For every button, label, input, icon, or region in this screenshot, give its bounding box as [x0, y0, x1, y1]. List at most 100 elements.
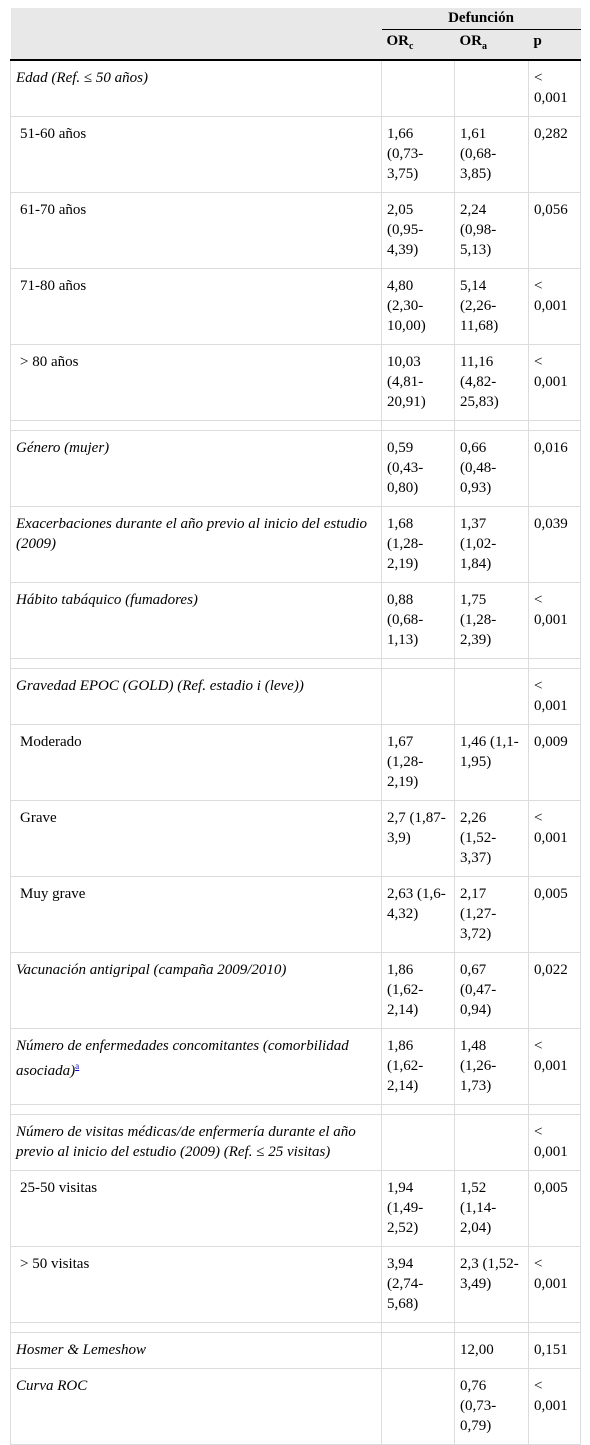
cell-orc: 3,94 (2,74-5,68) [381, 1246, 455, 1323]
header-orc: ORc [381, 29, 455, 61]
spacer-row [10, 420, 581, 431]
cell-p: 0,005 [528, 1170, 581, 1247]
cell-orc: 10,03 (4,81-20,91) [381, 344, 455, 421]
row-label: Hosmer & Lemeshow [10, 1332, 382, 1369]
cell-p: < 0,001 [528, 1368, 581, 1445]
cell-ora: 1,75 (1,28-2,39) [454, 582, 529, 659]
cell-ora: 1,52 (1,14-2,04) [454, 1170, 529, 1247]
cell-ora: 1,48 (1,26-1,73) [454, 1028, 529, 1105]
row-label: 71-80 años [10, 268, 382, 345]
header-orc-sub: c [409, 41, 414, 52]
cell-orc [381, 1368, 455, 1445]
cell-p: < 0,001 [528, 59, 581, 117]
spacer-row [10, 658, 581, 669]
row-label: Número de visitas médicas/de enfermería … [10, 1114, 382, 1171]
row-label: Muy grave [10, 876, 382, 953]
table-row: Grave 2,7 (1,87-3,9) 2,26 (1,52-3,37) < … [10, 800, 581, 877]
header-row-group: Defunción [10, 8, 581, 30]
table-row: Muy grave 2,63 (1,6-4,32) 2,17 (1,27-3,7… [10, 876, 581, 953]
header-ora-sub: a [482, 41, 487, 52]
cell-ora [454, 59, 529, 117]
cell-orc [381, 668, 455, 725]
footnote-link[interactable]: a [75, 1061, 80, 1071]
cell-p: 0,151 [528, 1332, 581, 1369]
cell-p: 0,056 [528, 192, 581, 269]
header-empty-cell [10, 8, 382, 30]
cell-p: 0,005 [528, 876, 581, 953]
header-ora-main: OR [459, 33, 483, 49]
cell-p: < 0,001 [528, 582, 581, 659]
row-label: > 50 visitas [10, 1246, 382, 1323]
cell-p: 0,039 [528, 506, 581, 583]
cell-p: 0,009 [528, 724, 581, 801]
cell-orc: 1,68 (1,28-2,19) [381, 506, 455, 583]
cell-orc: 1,94 (1,49-2,52) [381, 1170, 455, 1247]
table-row: Exacerbaciones durante el año previo al … [10, 506, 581, 583]
cell-orc: 2,7 (1,87-3,9) [381, 800, 455, 877]
table-row: 71-80 años 4,80 (2,30-10,00) 5,14 (2,26-… [10, 268, 581, 345]
cell-orc: 0,88 (0,68-1,13) [381, 582, 455, 659]
row-label: Grave [10, 800, 382, 877]
row-label: Exacerbaciones durante el año previo al … [10, 506, 382, 583]
cell-p: < 0,001 [528, 1114, 581, 1171]
cell-p: < 0,001 [528, 344, 581, 421]
table-row: Gravedad EPOC (GOLD) (Ref. estadio i (le… [10, 668, 581, 725]
table-row: 51-60 años 1,66 (0,73-3,75) 1,61 (0,68-3… [10, 116, 581, 193]
cell-orc [381, 1332, 455, 1369]
table-row: > 50 visitas 3,94 (2,74-5,68) 2,3 (1,52-… [10, 1246, 581, 1323]
table-row: Moderado 1,67 (1,28-2,19) 1,46 (1,1-1,95… [10, 724, 581, 801]
cell-ora: 5,14 (2,26-11,68) [454, 268, 529, 345]
cell-p: < 0,001 [528, 668, 581, 725]
cell-ora [454, 1114, 529, 1171]
row-label: 51-60 años [10, 116, 382, 193]
table-row: 25-50 visitas 1,94 (1,49-2,52) 1,52 (1,1… [10, 1170, 581, 1247]
header-label-cell [10, 29, 382, 61]
header-p: p [528, 29, 581, 61]
cell-ora: 1,37 (1,02-1,84) [454, 506, 529, 583]
cell-p: 0,022 [528, 952, 581, 1029]
cell-ora: 2,26 (1,52-3,37) [454, 800, 529, 877]
cell-p: < 0,001 [528, 800, 581, 877]
table-row: 61-70 años 2,05 (0,95-4,39) 2,24 (0,98-5… [10, 192, 581, 269]
cell-ora: 12,00 [454, 1332, 529, 1369]
cell-orc: 1,86 (1,62-2,14) [381, 952, 455, 1029]
table-row: > 80 años 10,03 (4,81-20,91) 11,16 (4,82… [10, 344, 581, 421]
table-row: Hábito tabáquico (fumadores) 0,88 (0,68-… [10, 582, 581, 659]
cell-ora: 1,46 (1,1-1,95) [454, 724, 529, 801]
row-label-text: Número de enfermedades concomitantes (co… [16, 1038, 349, 1079]
cell-p: < 0,001 [528, 268, 581, 345]
cell-ora: 2,24 (0,98-5,13) [454, 192, 529, 269]
row-label: Moderado [10, 724, 382, 801]
results-table-container: Defunción ORc ORa p Edad (Ref. ≤ 50 años… [10, 8, 581, 1445]
cell-orc: 4,80 (2,30-10,00) [381, 268, 455, 345]
cell-p: 0,282 [528, 116, 581, 193]
header-row-columns: ORc ORa p [10, 29, 581, 61]
table-row: Número de visitas médicas/de enfermería … [10, 1114, 581, 1171]
cell-ora: 1,61 (0,68-3,85) [454, 116, 529, 193]
row-label: Hábito tabáquico (fumadores) [10, 582, 382, 659]
row-label: 61-70 años [10, 192, 382, 269]
row-label: Edad (Ref. ≤ 50 años) [10, 59, 382, 117]
cell-ora: 2,17 (1,27-3,72) [454, 876, 529, 953]
cell-ora [454, 668, 529, 725]
cell-ora: 0,67 (0,47-0,94) [454, 952, 529, 1029]
cell-ora: 2,3 (1,52-3,49) [454, 1246, 529, 1323]
cell-p: < 0,001 [528, 1028, 581, 1105]
row-label: Gravedad EPOC (GOLD) (Ref. estadio i (le… [10, 668, 382, 725]
cell-ora: 0,76 (0,73-0,79) [454, 1368, 529, 1445]
cell-ora: 11,16 (4,82-25,83) [454, 344, 529, 421]
header-orc-main: OR [386, 33, 410, 49]
header-defuncion: Defunción [381, 8, 581, 30]
cell-orc: 1,66 (0,73-3,75) [381, 116, 455, 193]
table-row: Curva ROC 0,76 (0,73-0,79) < 0,001 [10, 1368, 581, 1445]
cell-p: < 0,001 [528, 1246, 581, 1323]
table-row: Hosmer & Lemeshow 12,00 0,151 [10, 1332, 581, 1369]
spacer-row [10, 1104, 581, 1115]
mortality-odds-ratio-table: Defunción ORc ORa p Edad (Ref. ≤ 50 años… [10, 8, 581, 1445]
cell-orc [381, 59, 455, 117]
table-row: Edad (Ref. ≤ 50 años) < 0,001 [10, 59, 581, 117]
cell-p: 0,016 [528, 430, 581, 507]
row-label: Curva ROC [10, 1368, 382, 1445]
cell-orc: 1,86 (1,62-2,14) [381, 1028, 455, 1105]
row-label: Género (mujer) [10, 430, 382, 507]
